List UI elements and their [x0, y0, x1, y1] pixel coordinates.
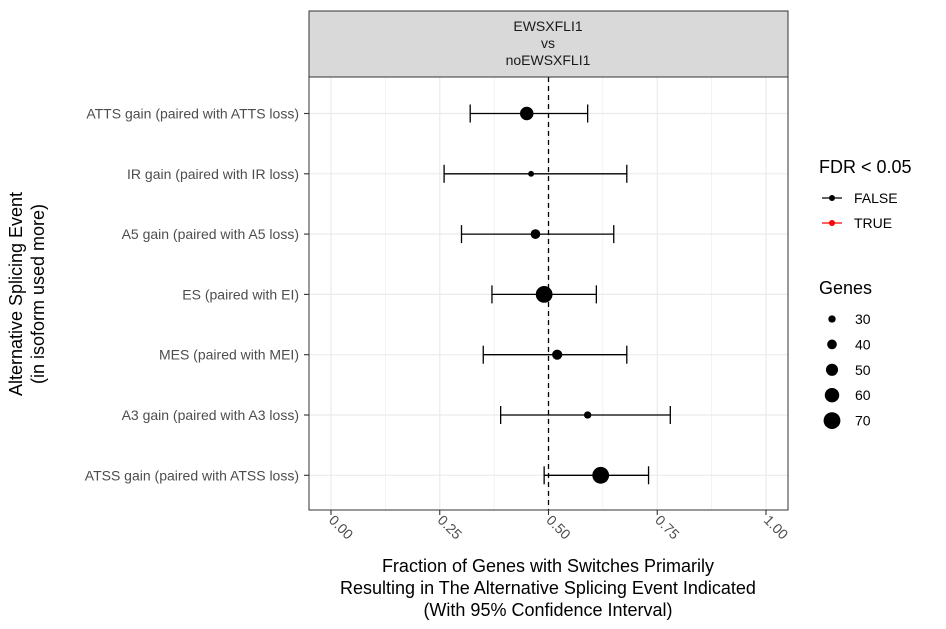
legend-genes-key	[827, 339, 837, 350]
x-tick-label: 0.25	[435, 512, 466, 543]
legend-genes-entries: 30 40 50 60 70	[823, 311, 871, 429]
y-tick-label: ATTS gain (paired with ATTS loss)	[86, 106, 299, 122]
y-axis-title: Alternative Splicing Event (in isoform u…	[6, 192, 48, 396]
data-point	[535, 286, 553, 303]
x-tick-label: 0.00	[326, 512, 357, 543]
legend-fdr-title: FDR < 0.05	[819, 157, 912, 177]
y-tick-label: ATSS gain (paired with ATSS loss)	[85, 467, 299, 483]
x-axis-title-line1: Fraction of Genes with Switches Primaril…	[382, 556, 714, 576]
facet-strip: EWSXFLI1 vs noEWSXFLI1	[308, 10, 789, 78]
x-axis-title-line2: Resulting in The Alternative Splicing Ev…	[340, 578, 756, 598]
y-axis-title-line2: (in isoform used more)	[28, 204, 48, 384]
legend-genes: Genes 30 40 50 60 70	[819, 278, 872, 429]
data-point	[592, 466, 610, 484]
x-tick-label: 1.00	[761, 512, 792, 543]
x-tick-label: 0.50	[543, 512, 574, 543]
legend-genes-key	[823, 412, 841, 429]
y-tick-label: A5 gain (paired with A5 loss)	[122, 226, 299, 242]
legend-fdr-label: FALSE	[854, 190, 898, 206]
y-axis-ticks: ATTS gain (paired with ATTS loss) IR gain…	[85, 106, 309, 483]
x-axis-ticks: 0.00 0.25 0.50 0.75 1.00	[326, 510, 792, 543]
points	[520, 106, 610, 484]
x-axis-title: Fraction of Genes with Switches Primaril…	[340, 556, 756, 620]
y-tick-label: A3 gain (paired with A3 loss)	[122, 407, 299, 423]
y-tick-label: MES (paired with MEI)	[159, 347, 299, 363]
legend-genes-key	[825, 363, 839, 376]
data-point	[528, 170, 535, 177]
legend-fdr-key-point	[829, 220, 835, 226]
legend-fdr: FDR < 0.05 FALSE TRUE	[819, 157, 912, 231]
legend-genes-label: 30	[855, 311, 871, 327]
y-axis-title-line1: Alternative Splicing Event	[6, 192, 26, 396]
data-point	[520, 106, 534, 121]
legend-fdr-entries: FALSE TRUE	[822, 190, 898, 231]
legend-genes-key	[824, 387, 840, 403]
x-axis-title-line3: (With 95% Confidence Interval)	[423, 600, 672, 620]
data-point	[530, 229, 541, 239]
legend-genes-label: 40	[855, 336, 871, 352]
y-tick-label: ES (paired with EI)	[182, 286, 299, 302]
data-point	[583, 411, 592, 419]
legend-genes-label: 70	[855, 413, 871, 429]
facet-label-line2: vs	[541, 35, 555, 51]
legend-genes-label: 60	[855, 387, 871, 403]
legend-fdr-key-point	[829, 195, 835, 201]
x-tick-label: 0.75	[652, 512, 683, 543]
facet-strip-box	[308, 10, 789, 78]
facet-label-line1: EWSXFLI1	[513, 18, 582, 34]
facet-label-line3: noEWSXFLI1	[506, 52, 591, 68]
legend-genes-key	[828, 315, 836, 323]
legend-genes-label: 50	[855, 362, 871, 378]
data-point	[552, 349, 563, 360]
legend-fdr-label: TRUE	[854, 215, 892, 231]
legend-genes-title: Genes	[819, 278, 872, 298]
y-tick-label: IR gain (paired with IR loss)	[127, 166, 299, 182]
